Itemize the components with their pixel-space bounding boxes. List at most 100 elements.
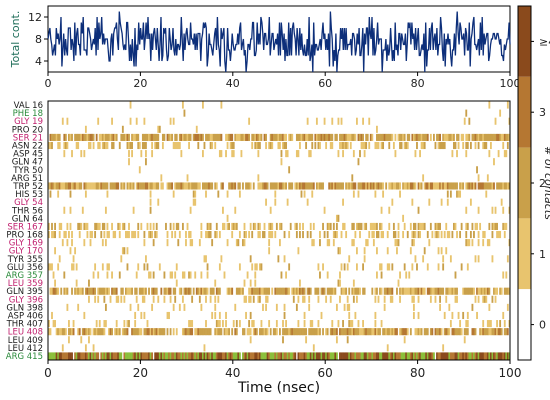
heatmap-cell: [431, 287, 434, 295]
heatmap-cell: [195, 287, 198, 295]
heatmap-cell: [151, 287, 154, 295]
heatmap-cell: [400, 141, 403, 150]
heatmap-cell: [258, 133, 261, 141]
heat-xtick-label: 20: [133, 366, 148, 380]
heatmap-cell: [78, 182, 81, 190]
heatmap-cell: [131, 150, 133, 158]
heatmap-cell: [68, 328, 70, 336]
heatmap-cell: [97, 287, 100, 295]
heatmap-cell: [220, 352, 223, 360]
heatmap-cell: [454, 141, 457, 150]
heatmap-cell: [337, 150, 340, 158]
heatmap-cell: [88, 279, 90, 287]
heatmap-cell: [223, 328, 226, 336]
heatmap-cell: [132, 352, 135, 360]
heatmap-cell: [242, 239, 244, 247]
residue-label: ARG 357: [6, 271, 43, 281]
heatmap-cell: [297, 352, 300, 360]
heatmap-cell: [300, 287, 303, 295]
heatmap-cell: [505, 352, 508, 360]
heatmap-cell: [140, 182, 143, 190]
heatmap-cell: [214, 141, 217, 150]
heatmap-cell: [494, 206, 497, 214]
heatmap-cell: [409, 247, 412, 255]
heatmap-cell: [114, 231, 117, 239]
heatmap-cell: [506, 133, 509, 141]
heatmap-cell: [362, 287, 364, 295]
heatmap-cell: [366, 182, 369, 190]
heatmap-cell: [263, 287, 266, 295]
heatmap-cell: [345, 231, 348, 239]
heatmap-cell: [192, 287, 195, 295]
heatmap-cell: [205, 182, 207, 190]
heatmap-cell: [299, 287, 301, 295]
heatmap-cell: [411, 133, 414, 141]
heatmap-cell: [191, 352, 194, 360]
heatmap-cell: [128, 141, 130, 150]
heatmap-cell: [443, 328, 446, 336]
heatmap-cell: [436, 222, 438, 230]
heatmap-cell: [106, 182, 109, 190]
heatmap-cell: [399, 295, 401, 303]
heatmap-cell: [237, 352, 240, 360]
heatmap-cell: [391, 182, 394, 190]
heatmap-cell: [343, 287, 346, 295]
heatmap-cell: [466, 320, 469, 328]
heatmap-cell: [412, 303, 415, 311]
heatmap-cell: [269, 352, 272, 360]
heatmap-cell: [382, 231, 385, 239]
heatmap-cell: [101, 133, 104, 141]
heatmap-cell: [322, 287, 324, 295]
heatmap-cell: [157, 328, 160, 336]
heatmap-cell: [366, 328, 369, 336]
heatmap-cell: [506, 328, 509, 336]
heatmap-cell: [409, 352, 412, 360]
heatmap-cell: [306, 352, 309, 360]
heatmap-cell: [60, 222, 63, 230]
heatmap-cell: [319, 352, 321, 360]
heatmap-cell: [55, 352, 58, 360]
heatmap-cell: [428, 239, 431, 247]
heatmap-cell: [440, 328, 443, 336]
heatmap-cell: [69, 182, 72, 190]
heatmap-cell: [303, 320, 306, 328]
heatmap-cell: [342, 287, 344, 295]
heatmap-cell: [186, 352, 189, 360]
heatmap-cell: [84, 344, 87, 352]
heatmap-cell: [319, 182, 321, 190]
heatmap-cell: [283, 182, 286, 190]
heatmap-cell: [335, 303, 338, 311]
heatmap-cell: [203, 182, 206, 190]
heatmap-cell: [374, 182, 377, 190]
heatmap-cell: [71, 239, 73, 247]
heatmap-cell: [449, 133, 452, 141]
heatmap-cell: [335, 222, 338, 230]
heatmap-cell: [371, 287, 374, 295]
heatmap-cell: [440, 141, 443, 150]
heatmap-cell: [57, 287, 60, 295]
heatmap-cell: [258, 263, 261, 271]
heatmap-cell: [291, 182, 294, 190]
heatmap-cell: [416, 287, 418, 295]
heatmap-cell: [500, 182, 503, 190]
heatmap-cell: [508, 352, 511, 360]
heatmap-cell: [416, 263, 418, 271]
heatmap-cell: [305, 336, 308, 344]
heatmap-cell: [462, 133, 465, 141]
heatmap-cell: [208, 352, 210, 360]
heatmap-cell: [382, 182, 385, 190]
heatmap-cell: [118, 141, 121, 150]
heatmap-cell: [397, 239, 400, 247]
heatmap-cell: [198, 352, 201, 360]
heatmap-cell: [258, 222, 261, 230]
heatmap-cell: [165, 352, 167, 360]
heatmap-cell: [362, 320, 364, 328]
heatmap-cell: [258, 182, 261, 190]
heatmap-cell: [220, 182, 223, 190]
heatmap-cell: [166, 328, 169, 336]
heatmap-cell: [169, 295, 172, 303]
heatmap-cell: [88, 133, 90, 141]
heatmap-cell: [271, 141, 274, 150]
heatmap-cell: [111, 133, 113, 141]
heatmap-cell: [125, 133, 127, 141]
